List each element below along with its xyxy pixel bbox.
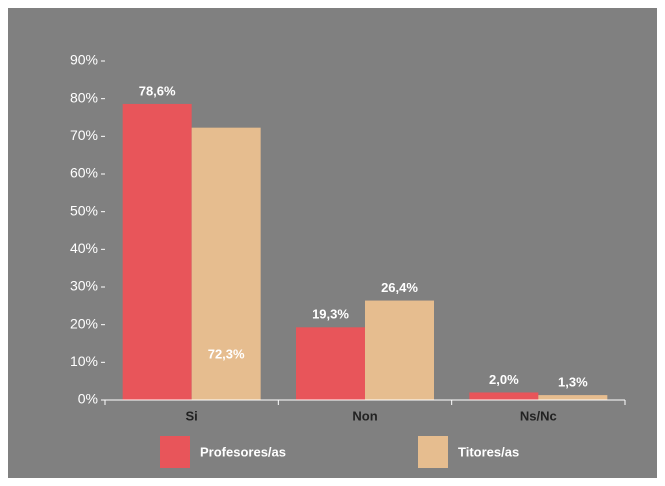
- x-tick-label: Si: [186, 408, 198, 423]
- legend-swatch: [418, 436, 448, 468]
- y-tick-label: 40%: [70, 240, 98, 256]
- x-tick-label: Non: [352, 408, 377, 423]
- y-tick-label: 50%: [70, 202, 98, 218]
- y-tick-label: 90%: [70, 52, 98, 68]
- value-label: 26,4%: [381, 280, 418, 295]
- y-tick-label: 70%: [70, 127, 98, 143]
- legend-swatch: [160, 436, 190, 468]
- value-label: 2,0%: [489, 372, 519, 387]
- y-tick-label: 30%: [70, 278, 98, 294]
- y-tick-label: 20%: [70, 315, 98, 331]
- y-tick-label: 60%: [70, 165, 98, 181]
- legend-label: Titores/as: [458, 444, 519, 459]
- x-tick-label: Ns/Nc: [520, 408, 557, 423]
- legend-label: Profesores/as: [200, 444, 286, 459]
- y-tick-label: 10%: [70, 353, 98, 369]
- bar: [538, 395, 608, 400]
- value-label: 1,3%: [558, 375, 588, 390]
- value-label: 19,3%: [312, 307, 349, 322]
- bar: [469, 392, 539, 400]
- value-label: 72,3%: [208, 346, 245, 361]
- y-tick-label: 0%: [78, 391, 98, 407]
- value-label: 78,6%: [139, 83, 176, 98]
- bar: [191, 127, 261, 401]
- chart-background: [8, 8, 657, 478]
- bar: [365, 300, 434, 400]
- y-tick-label: 80%: [70, 89, 98, 105]
- bar: [296, 327, 365, 400]
- bar: [122, 103, 192, 400]
